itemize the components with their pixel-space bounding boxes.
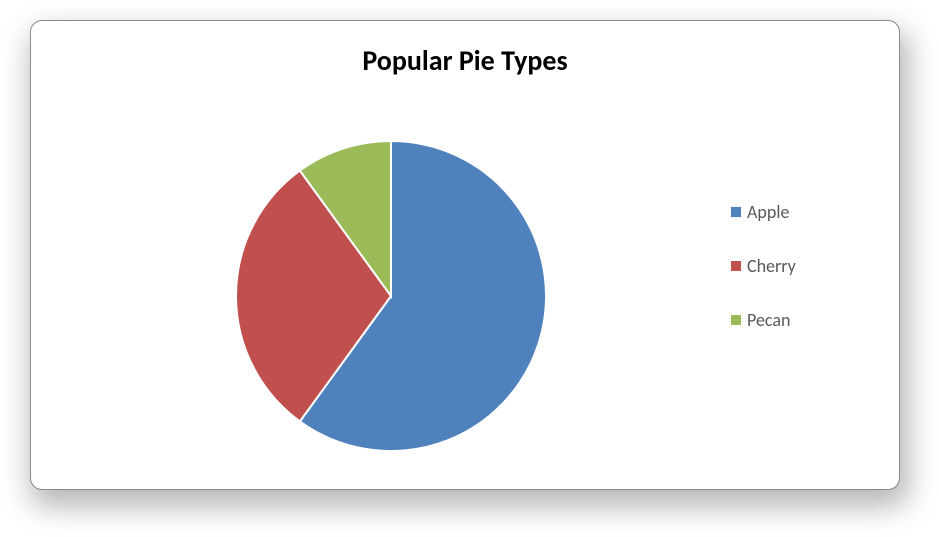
chart-card: Popular Pie Types Apple Cherry Pecan (30, 20, 900, 490)
legend-swatch-pecan (731, 315, 741, 325)
chart-title: Popular Pie Types (31, 43, 899, 78)
legend-swatch-cherry (731, 261, 741, 271)
legend-item-pecan: Pecan (731, 309, 796, 331)
legend-item-apple: Apple (731, 201, 796, 223)
legend-label: Apple (747, 201, 789, 223)
legend-item-cherry: Cherry (731, 255, 796, 277)
legend-label: Pecan (747, 309, 790, 331)
chart-stage: Popular Pie Types Apple Cherry Pecan (0, 0, 939, 537)
legend-label: Cherry (747, 255, 796, 277)
pie-chart (236, 141, 546, 451)
pie-svg (236, 141, 546, 451)
legend-swatch-apple (731, 207, 741, 217)
legend: Apple Cherry Pecan (731, 201, 796, 331)
